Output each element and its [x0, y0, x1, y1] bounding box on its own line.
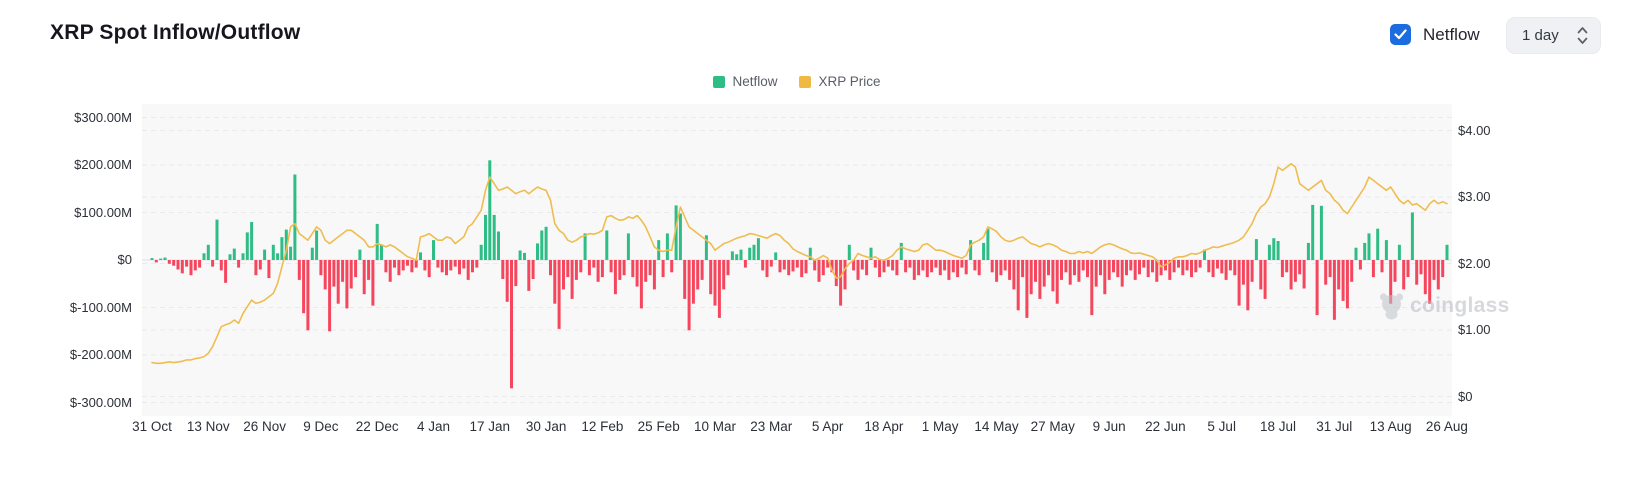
- axis-tick-label: 12 Feb: [581, 419, 624, 434]
- axis-tick-label: 5 Jul: [1207, 419, 1236, 434]
- page-title: XRP Spot Inflow/Outflow: [50, 21, 301, 44]
- axis-tick-label: $-200.00M: [69, 347, 132, 362]
- chart-legend: Netflow XRP Price: [142, 74, 1452, 89]
- chart-plot[interactable]: [142, 104, 1452, 416]
- axis-tick-label: $4.00: [1458, 122, 1491, 138]
- legend-item-netflow[interactable]: Netflow: [713, 74, 777, 89]
- axis-tick-label: 31 Jul: [1316, 419, 1353, 434]
- axis-tick-label: $200.00M: [74, 157, 132, 172]
- netflow-toggle[interactable]: Netflow: [1390, 24, 1480, 45]
- axis-tick-label: 18 Apr: [864, 419, 904, 434]
- interval-select[interactable]: 1 day: [1506, 17, 1601, 54]
- updown-chevrons-icon: [1577, 27, 1588, 44]
- netflow-checkbox[interactable]: [1390, 24, 1411, 45]
- axis-tick-label: 27 May: [1030, 419, 1075, 434]
- axis-tick-label: $-100.00M: [69, 299, 132, 315]
- axis-tick-label: 22 Jun: [1145, 419, 1186, 434]
- netflow-toggle-label[interactable]: Netflow: [1423, 24, 1480, 44]
- axis-tick-label: 18 Jul: [1259, 419, 1297, 434]
- axis-tick-label: 26 Nov: [243, 419, 286, 434]
- axis-tick-label: 9 Dec: [303, 419, 339, 434]
- axis-tick-label: $0: [117, 252, 132, 267]
- legend-label-xrp-price: XRP Price: [818, 74, 881, 89]
- xrp-price-swatch-icon: [799, 75, 812, 88]
- axis-tick-label: 23 Mar: [750, 419, 793, 434]
- legend-label-netflow: Netflow: [732, 74, 778, 89]
- axis-tick-label: 31 Oct: [132, 419, 172, 434]
- axis-tick-label: 9 Jun: [1092, 419, 1126, 434]
- axis-tick-label: $2.00: [1458, 255, 1491, 271]
- axis-tick-label: 30 Jan: [525, 419, 567, 434]
- axis-tick-label: $100.00M: [74, 204, 132, 220]
- checkmark-icon: [1394, 29, 1407, 40]
- axis-tick-label: 25 Feb: [637, 419, 680, 434]
- axis-tick-label: 26 Aug: [1425, 419, 1468, 434]
- axis-tick-label: 5 Apr: [811, 419, 844, 434]
- axis-tick-label: $0: [1458, 388, 1473, 404]
- axis-tick-label: 4 Jan: [416, 419, 451, 434]
- netflow-swatch-icon: [713, 75, 726, 88]
- axis-tick-label: 22 Dec: [355, 419, 399, 434]
- axis-tick-label: 10 Mar: [693, 419, 737, 434]
- axis-tick-label: 13 Nov: [186, 419, 230, 434]
- axis-tick-label: $-300.00M: [69, 394, 132, 410]
- axis-tick-label: $1.00: [1458, 322, 1491, 337]
- axis-tick-label: 14 May: [974, 419, 1019, 434]
- interval-select-value: 1 day: [1522, 27, 1559, 44]
- axis-tick-label: 1 May: [921, 419, 959, 434]
- axis-tick-label: 13 Aug: [1369, 419, 1412, 434]
- legend-item-xrp-price[interactable]: XRP Price: [799, 74, 881, 89]
- axis-tick-label: $300.00M: [74, 109, 132, 125]
- axis-tick-label: 17 Jan: [469, 419, 511, 434]
- axis-tick-label: $3.00: [1458, 189, 1491, 204]
